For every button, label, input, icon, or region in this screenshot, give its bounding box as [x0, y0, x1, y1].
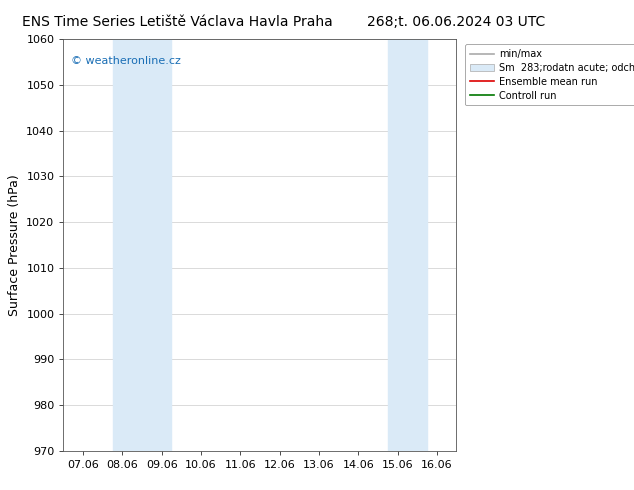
Text: ENS Time Series Letiště Václava Havla Praha: ENS Time Series Letiště Václava Havla Pr… — [22, 15, 333, 29]
Text: 268;t. 06.06.2024 03 UTC: 268;t. 06.06.2024 03 UTC — [367, 15, 546, 29]
Bar — [387, 39, 427, 451]
Y-axis label: Surface Pressure (hPa): Surface Pressure (hPa) — [8, 174, 21, 316]
Legend: min/max, Sm  283;rodatn acute; odchylka, Ensemble mean run, Controll run: min/max, Sm 283;rodatn acute; odchylka, … — [465, 44, 634, 105]
Bar — [113, 39, 171, 451]
Text: © weatheronline.cz: © weatheronline.cz — [71, 56, 181, 66]
